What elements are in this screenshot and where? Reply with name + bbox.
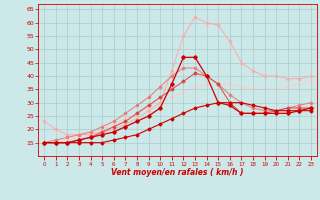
X-axis label: Vent moyen/en rafales ( km/h ): Vent moyen/en rafales ( km/h )	[111, 168, 244, 177]
